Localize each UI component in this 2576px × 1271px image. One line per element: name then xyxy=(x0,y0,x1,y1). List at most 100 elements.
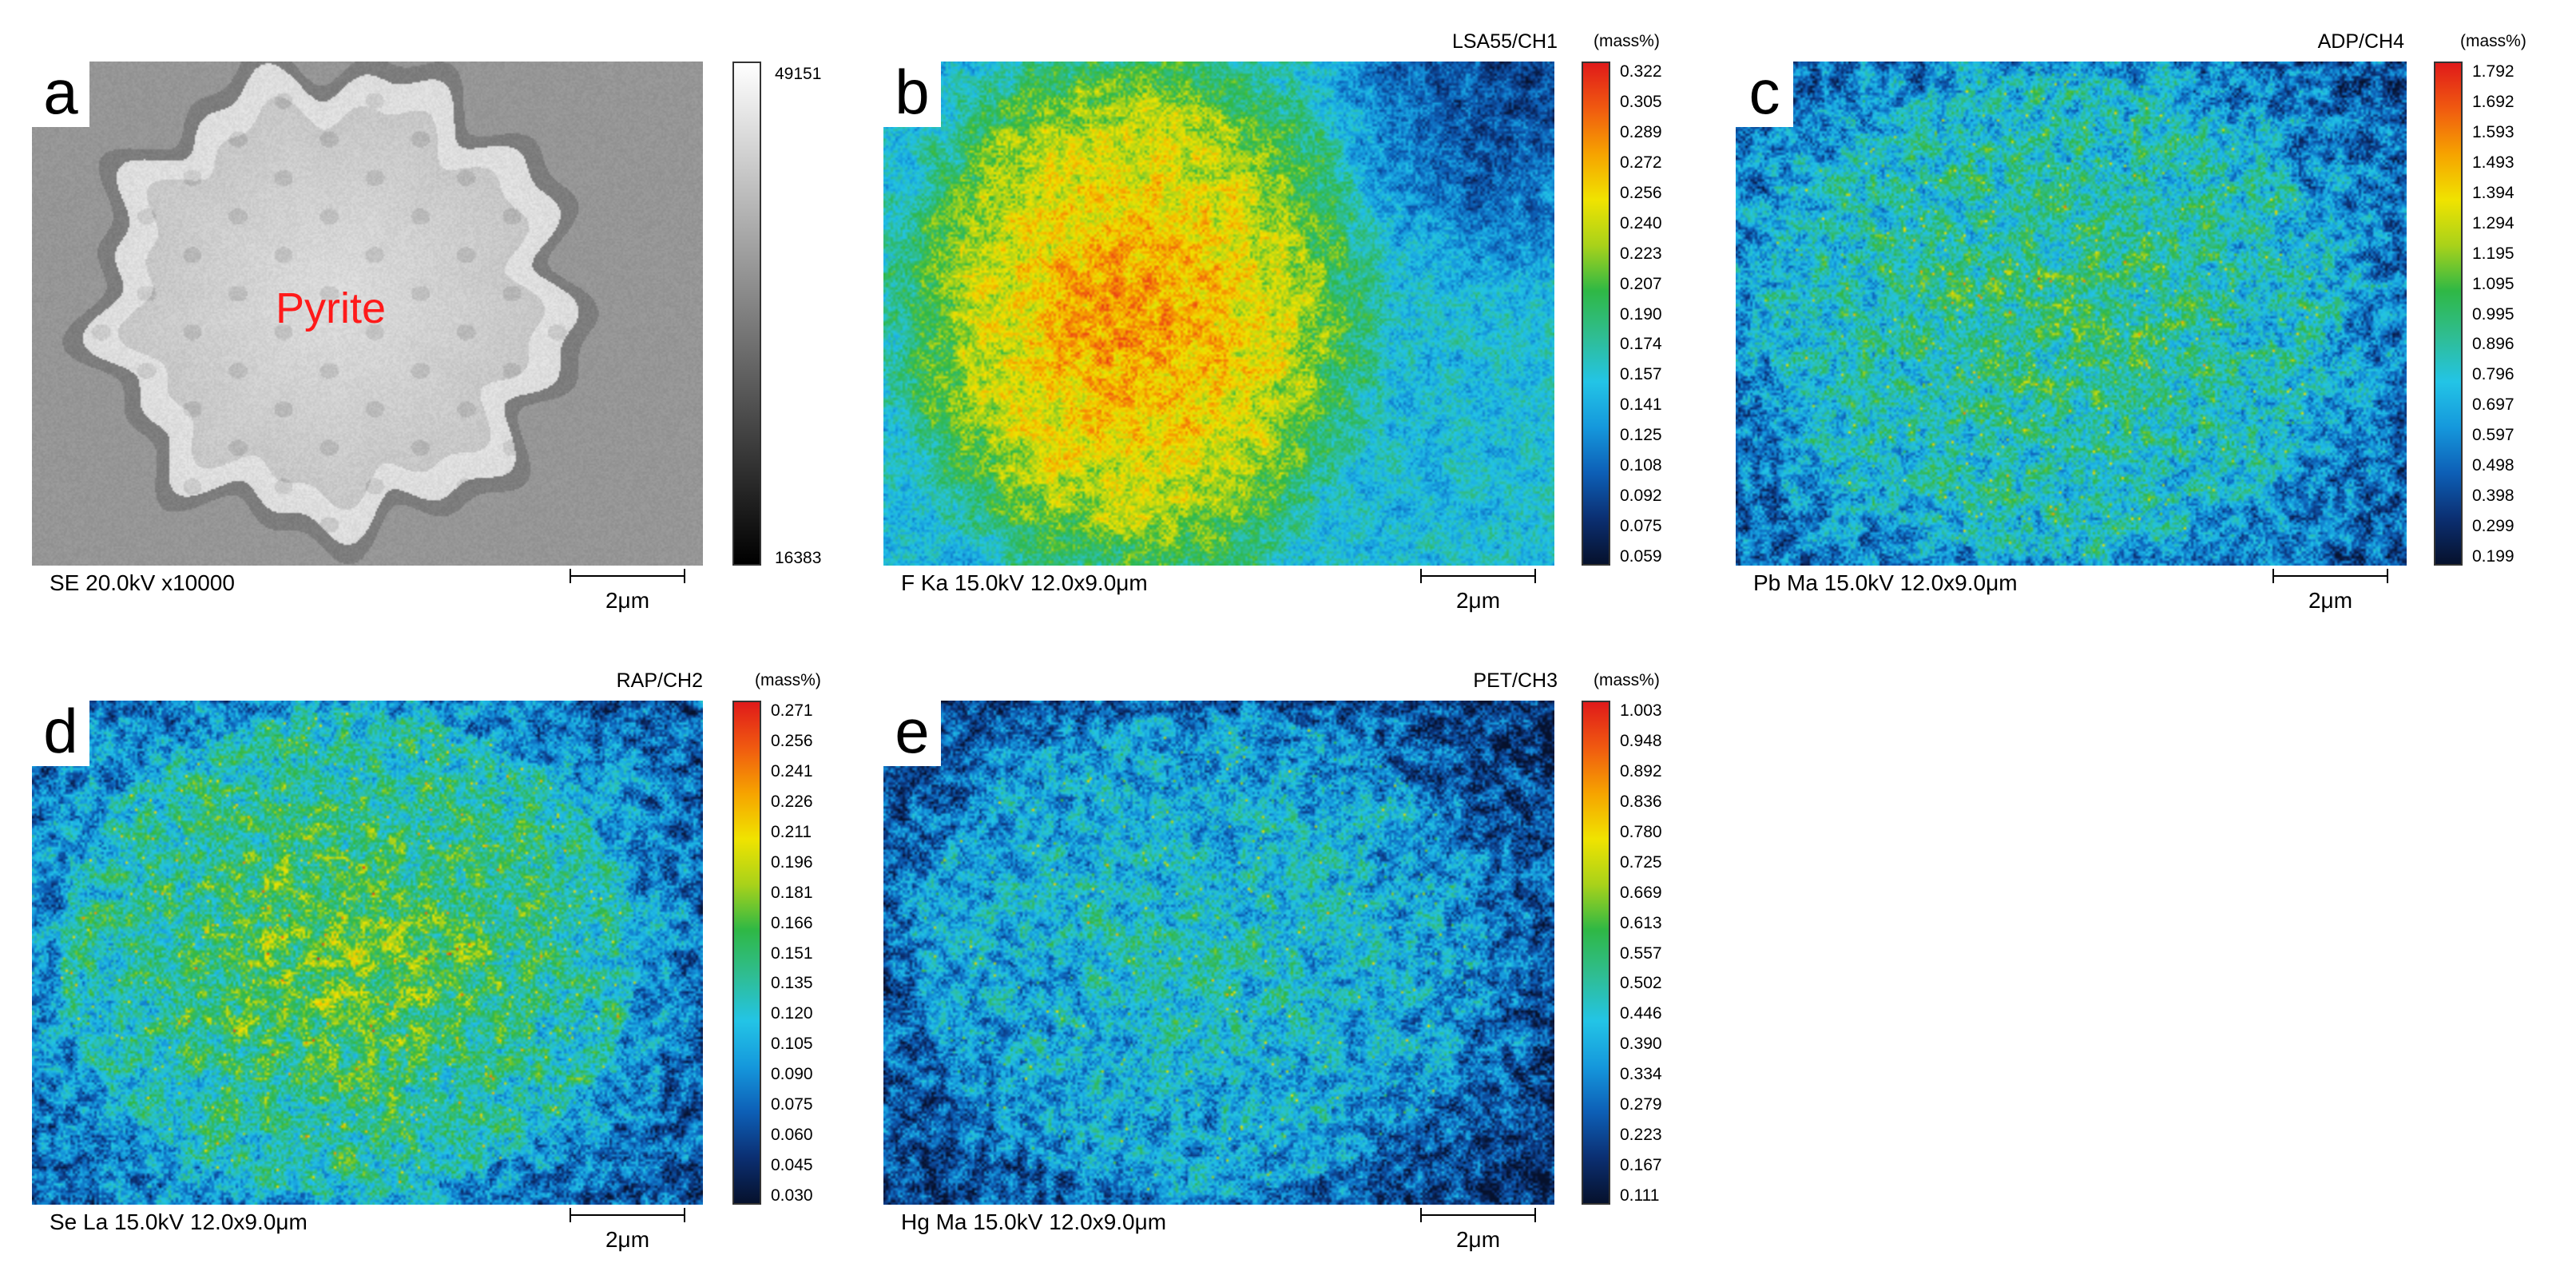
colorbar-tick: 0.157 xyxy=(1620,365,1662,384)
colorbar-tick: 1.003 xyxy=(1620,701,1662,720)
colorbar-tick: 0.613 xyxy=(1620,913,1662,932)
colorbar-tick: 0.167 xyxy=(1620,1156,1662,1175)
colorbar-tick: 0.502 xyxy=(1620,974,1662,993)
colorbar-tick: 0.151 xyxy=(771,943,813,963)
colorbar-tick: 1.195 xyxy=(2472,244,2514,263)
colorbar-tick: 1.692 xyxy=(2472,92,2514,111)
element-map xyxy=(1736,62,2407,566)
colorbar-tick: 0.780 xyxy=(1620,822,1662,841)
channel-label: RAP/CH2 xyxy=(616,669,703,692)
panel-letter: a xyxy=(32,61,89,127)
scale-bar-label: 2μm xyxy=(1455,588,1501,613)
unit-label: (mass%) xyxy=(755,671,821,689)
colorbar-tick: 0.105 xyxy=(771,1035,813,1054)
rainbow-colorbar xyxy=(2434,62,2463,566)
scale-bar: 2μm xyxy=(1420,569,1536,617)
channel-label: PET/CH3 xyxy=(1473,669,1558,692)
colorbar-tick: 0.059 xyxy=(1620,547,1662,566)
colorbar-tick: 0.207 xyxy=(1620,274,1662,293)
image-caption: Se La 15.0kV 12.0x9.0μm xyxy=(50,1209,308,1234)
colorbar-tick: 0.174 xyxy=(1620,335,1662,354)
colorbar-tick: 0.271 xyxy=(771,701,813,720)
pyrite-label: Pyrite xyxy=(276,284,387,332)
colorbar-tick: 0.725 xyxy=(1620,852,1662,872)
colorbar-tick: 0.256 xyxy=(771,731,813,750)
colorbar-tick: 1.095 xyxy=(2472,274,2514,293)
element-map xyxy=(32,701,703,1205)
unit-label: (mass%) xyxy=(1594,671,1660,689)
panel-letter: b xyxy=(883,61,941,127)
colorbar-tick: 0.597 xyxy=(2472,426,2514,445)
colorbar-tick: 0.398 xyxy=(2472,487,2514,506)
colorbar-tick: 0.141 xyxy=(1620,395,1662,415)
colorbar-tick: 0.111 xyxy=(1620,1186,1660,1205)
colorbar-tick: 0.995 xyxy=(2472,304,2514,324)
colorbar-max: 49151 xyxy=(775,65,822,83)
colorbar-tick: 0.272 xyxy=(1620,153,1662,172)
colorbar-tick: 0.256 xyxy=(1620,183,1662,202)
colorbar-tick: 0.892 xyxy=(1620,761,1662,780)
colorbar-tick: 0.190 xyxy=(1620,304,1662,324)
colorbar-min: 16383 xyxy=(775,549,822,567)
grayscale-colorbar xyxy=(732,62,761,566)
colorbar-tick: 0.322 xyxy=(1620,62,1662,81)
colorbar-tick: 0.090 xyxy=(771,1065,813,1084)
element-map xyxy=(883,62,1554,566)
colorbar-tick: 0.075 xyxy=(771,1095,813,1114)
colorbar-tick: 0.120 xyxy=(771,1004,813,1023)
colorbar-tick: 0.223 xyxy=(1620,244,1662,263)
rainbow-colorbar xyxy=(1582,701,1610,1205)
channel-label: ADP/CH4 xyxy=(2317,30,2404,53)
colorbar-tick: 0.896 xyxy=(2472,335,2514,354)
colorbar-tick: 0.334 xyxy=(1620,1065,1662,1084)
colorbar-tick: 1.394 xyxy=(2472,183,2514,202)
scale-bar: 2μm xyxy=(570,1208,685,1256)
scale-bar-label: 2μm xyxy=(1455,1227,1501,1252)
colorbar-tick: 0.305 xyxy=(1620,92,1662,111)
scale-bar-label: 2μm xyxy=(605,1227,650,1252)
colorbar-tick: 0.199 xyxy=(2472,547,2514,566)
scale-bar: 2μm xyxy=(1420,1208,1536,1256)
colorbar-tick: 0.390 xyxy=(1620,1035,1662,1054)
colorbar-tick: 0.446 xyxy=(1620,1004,1662,1023)
panel-letter: e xyxy=(883,700,941,766)
rainbow-colorbar xyxy=(732,701,761,1205)
colorbar-tick: 0.196 xyxy=(771,852,813,872)
colorbar-tick: 0.299 xyxy=(2472,517,2514,536)
colorbar-tick: 0.557 xyxy=(1620,943,1662,963)
colorbar-tick: 0.289 xyxy=(1620,122,1662,141)
colorbar-tick: 0.241 xyxy=(771,761,813,780)
rainbow-colorbar xyxy=(1582,62,1610,566)
colorbar-tick: 0.030 xyxy=(771,1186,813,1205)
element-map xyxy=(883,701,1554,1205)
colorbar-tick: 0.836 xyxy=(1620,792,1662,811)
colorbar-tick: 0.181 xyxy=(771,883,813,902)
colorbar-tick: 0.211 xyxy=(771,822,812,841)
colorbar-tick: 0.948 xyxy=(1620,731,1662,750)
panel-letter: d xyxy=(32,700,89,766)
colorbar-tick: 0.796 xyxy=(2472,365,2514,384)
colorbar-tick: 0.697 xyxy=(2472,395,2514,415)
colorbar-tick: 0.125 xyxy=(1620,426,1662,445)
colorbar-tick: 0.498 xyxy=(2472,456,2514,475)
colorbar-tick: 1.294 xyxy=(2472,213,2514,232)
colorbar-tick: 0.279 xyxy=(1620,1095,1662,1114)
colorbar-tick: 0.135 xyxy=(771,974,813,993)
scale-bar-label: 2μm xyxy=(2308,588,2353,613)
colorbar-tick: 0.108 xyxy=(1620,456,1662,475)
image-caption: F Ka 15.0kV 12.0x9.0μm xyxy=(901,570,1148,595)
colorbar-tick: 0.223 xyxy=(1620,1126,1662,1145)
colorbar-tick: 0.092 xyxy=(1620,487,1662,506)
scale-bar: 2μm xyxy=(2272,569,2388,617)
channel-label: LSA55/CH1 xyxy=(1451,30,1558,53)
colorbar-tick: 0.045 xyxy=(771,1156,813,1175)
colorbar-tick: 1.792 xyxy=(2472,62,2514,81)
image-caption: Hg Ma 15.0kV 12.0x9.0μm xyxy=(901,1209,1167,1234)
colorbar-tick: 0.060 xyxy=(771,1126,813,1145)
unit-label: (mass%) xyxy=(2460,32,2526,50)
colorbar-tick: 1.493 xyxy=(2472,153,2514,172)
colorbar-tick: 0.075 xyxy=(1620,517,1662,536)
image-caption: SE 20.0kV x10000 xyxy=(50,570,235,595)
panel-letter: c xyxy=(1736,61,1793,127)
scale-bar-label: 2μm xyxy=(605,588,650,613)
